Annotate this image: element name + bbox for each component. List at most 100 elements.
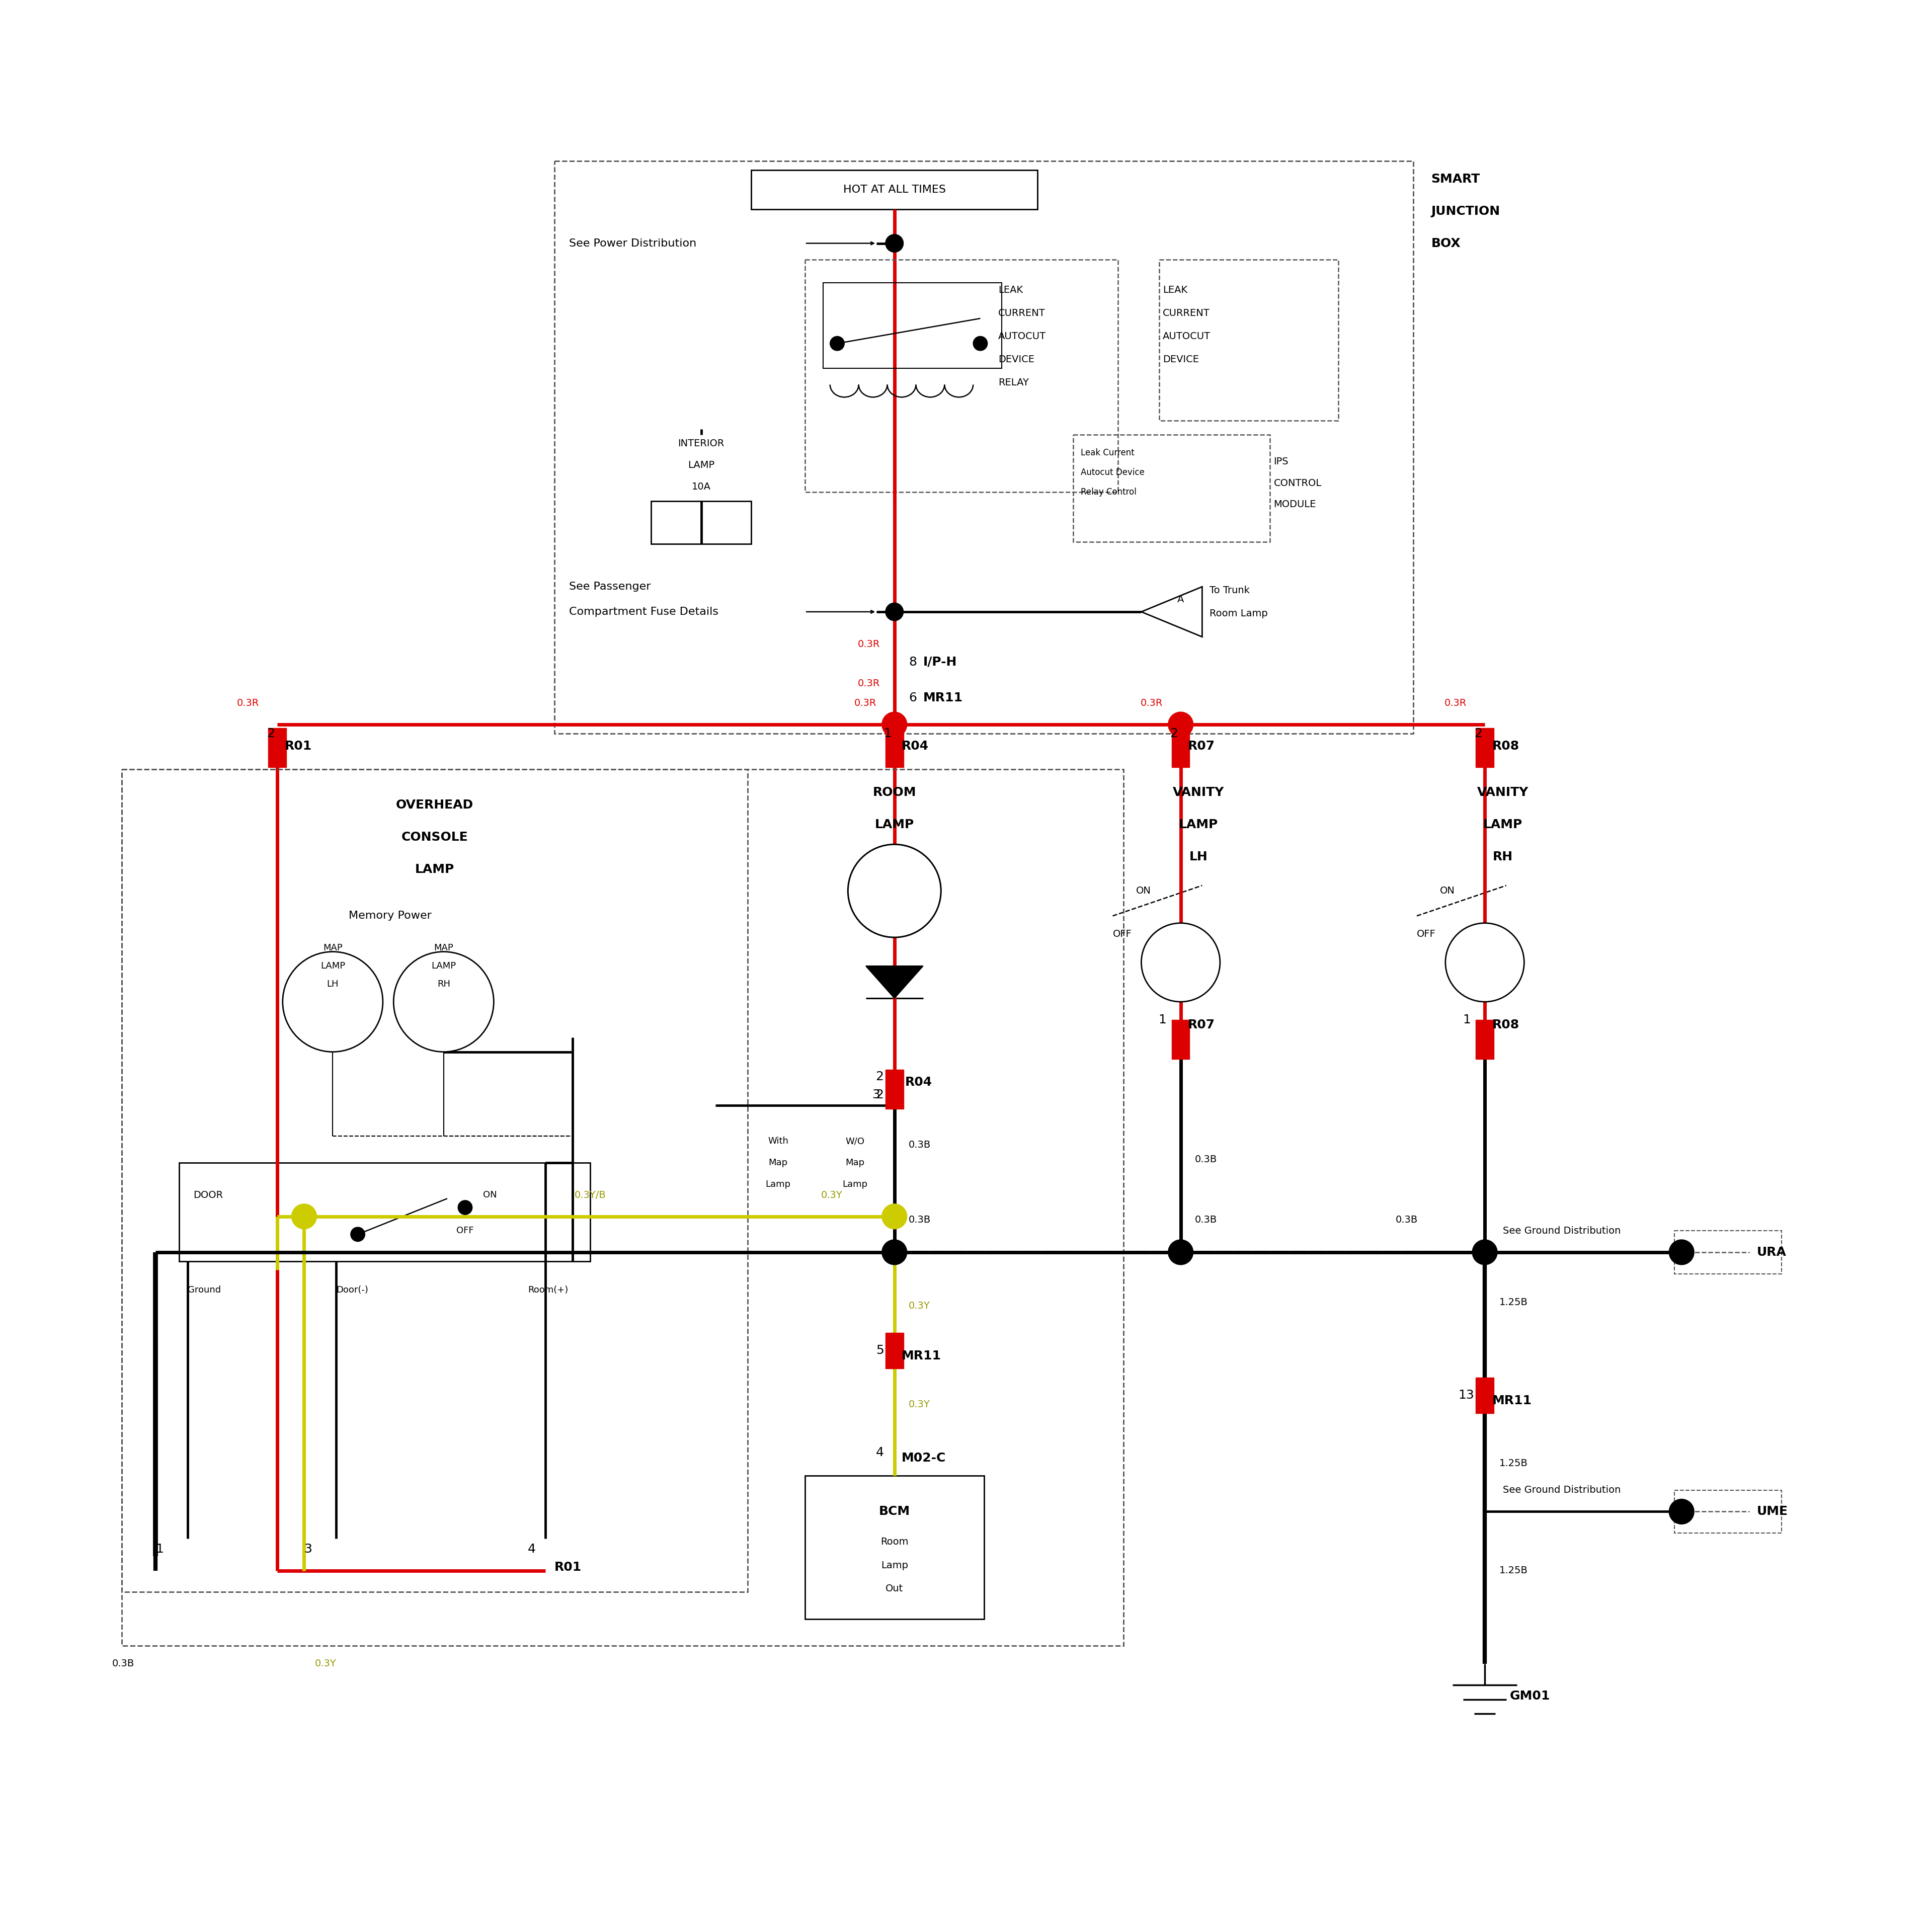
Bar [1476,1378,1493,1412]
Bar [752,170,1037,209]
Text: 1: 1 [883,728,893,740]
Bar [1159,259,1339,421]
Text: HOT AT ALL TIMES: HOT AT ALL TIMES [842,185,947,195]
Text: 1.25B: 1.25B [1499,1298,1528,1308]
Text: 2: 2 [1474,728,1482,740]
Text: R08: R08 [1492,1018,1519,1032]
Text: 0.3B: 0.3B [908,1140,931,1150]
Text: R01: R01 [554,1561,582,1573]
Text: LEAK: LEAK [1163,286,1188,294]
Text: JUNCTION: JUNCTION [1432,205,1499,216]
Text: 0.3B: 0.3B [1196,1215,1217,1225]
Circle shape [1669,1499,1694,1524]
Text: Autocut Device: Autocut Device [1080,468,1144,477]
Text: To Trunk: To Trunk [1209,585,1250,595]
Text: 0.3B: 0.3B [1395,1215,1418,1225]
Text: Map: Map [846,1159,866,1167]
Text: 1: 1 [1463,1014,1470,1026]
Text: CURRENT: CURRENT [999,309,1045,319]
Text: VANITY: VANITY [1173,786,1225,798]
Circle shape [350,1227,365,1242]
Text: ON: ON [1136,887,1151,896]
Circle shape [1169,713,1194,736]
Bar [885,1333,904,1368]
Bar [1074,435,1269,543]
Text: Compartment Fuse Details: Compartment Fuse Details [568,607,719,616]
Text: DEVICE: DEVICE [999,355,1034,365]
Circle shape [831,336,844,350]
Bar [885,728,904,767]
Text: 0.3R: 0.3R [858,678,881,688]
Text: 2: 2 [267,728,274,740]
Text: LH: LH [1190,850,1208,864]
Text: RELAY: RELAY [999,379,1030,388]
Text: R04: R04 [902,740,929,752]
Text: R07: R07 [1188,1018,1215,1032]
Text: 3: 3 [303,1544,313,1555]
Text: Door(-): Door(-) [336,1285,369,1294]
Text: Map: Map [769,1159,788,1167]
Text: RH: RH [437,980,450,989]
Text: Out: Out [885,1584,904,1594]
Text: ON: ON [483,1190,497,1200]
Text: LH: LH [327,980,338,989]
Text: 2: 2 [875,1070,883,1084]
Circle shape [881,1240,906,1265]
Text: LAMP: LAMP [415,864,454,875]
Text: R01: R01 [284,740,311,752]
Bar [806,259,1119,493]
Text: 0.3B: 0.3B [908,1215,931,1225]
Text: LAMP: LAMP [875,819,914,831]
Text: MAP: MAP [323,943,342,952]
Text: ROOM: ROOM [873,786,916,798]
Text: DEVICE: DEVICE [1163,355,1200,365]
Circle shape [1169,1240,1194,1265]
Text: MAP: MAP [435,943,454,952]
Text: With: With [767,1136,788,1146]
Text: 6: 6 [908,692,918,703]
Circle shape [885,234,904,253]
Text: Lamp: Lamp [765,1180,790,1188]
Text: 1: 1 [156,1544,164,1555]
Text: BCM: BCM [879,1505,910,1519]
Bar [885,1070,904,1109]
Text: 0.3R: 0.3R [854,697,877,707]
Text: 2: 2 [1171,728,1179,740]
Text: 1.25B: 1.25B [1499,1459,1528,1468]
Text: SMART: SMART [1432,172,1480,185]
Bar [1476,728,1493,767]
Text: R08: R08 [1492,740,1519,752]
Text: AUTOCUT: AUTOCUT [999,332,1045,342]
Text: LAMP: LAMP [688,460,715,469]
Text: LAMP: LAMP [431,962,456,970]
Text: Lamp: Lamp [842,1180,867,1188]
Text: INTERIOR: INTERIOR [678,439,725,448]
Bar [1171,1020,1190,1059]
Circle shape [1445,923,1524,1003]
Text: M02-C: M02-C [902,1453,947,1464]
Text: 2: 2 [875,1090,883,1101]
Bar [1171,728,1190,767]
Circle shape [394,952,495,1051]
Text: MR11: MR11 [1492,1395,1532,1406]
Text: 0.3R: 0.3R [1140,697,1163,707]
Text: CONTROL: CONTROL [1273,479,1321,487]
Text: UME: UME [1756,1505,1787,1519]
Text: CONSOLE: CONSOLE [402,831,468,842]
Circle shape [848,844,941,937]
Text: LAMP: LAMP [1484,819,1522,831]
Text: ON: ON [1439,887,1455,896]
Bar [122,769,748,1592]
Circle shape [292,1204,317,1229]
Text: MODULE: MODULE [1273,500,1316,510]
Bar [1476,1020,1493,1059]
Text: See Passenger: See Passenger [568,582,651,591]
Text: 4: 4 [527,1544,535,1555]
Text: LEAK: LEAK [999,286,1022,294]
Text: 0.3R: 0.3R [858,639,881,649]
Text: Leak Current: Leak Current [1080,448,1134,458]
Text: 0.3Y: 0.3Y [821,1190,842,1200]
Text: 0.3R: 0.3R [1445,697,1466,707]
Text: URA: URA [1756,1246,1787,1258]
Circle shape [1142,923,1219,1003]
